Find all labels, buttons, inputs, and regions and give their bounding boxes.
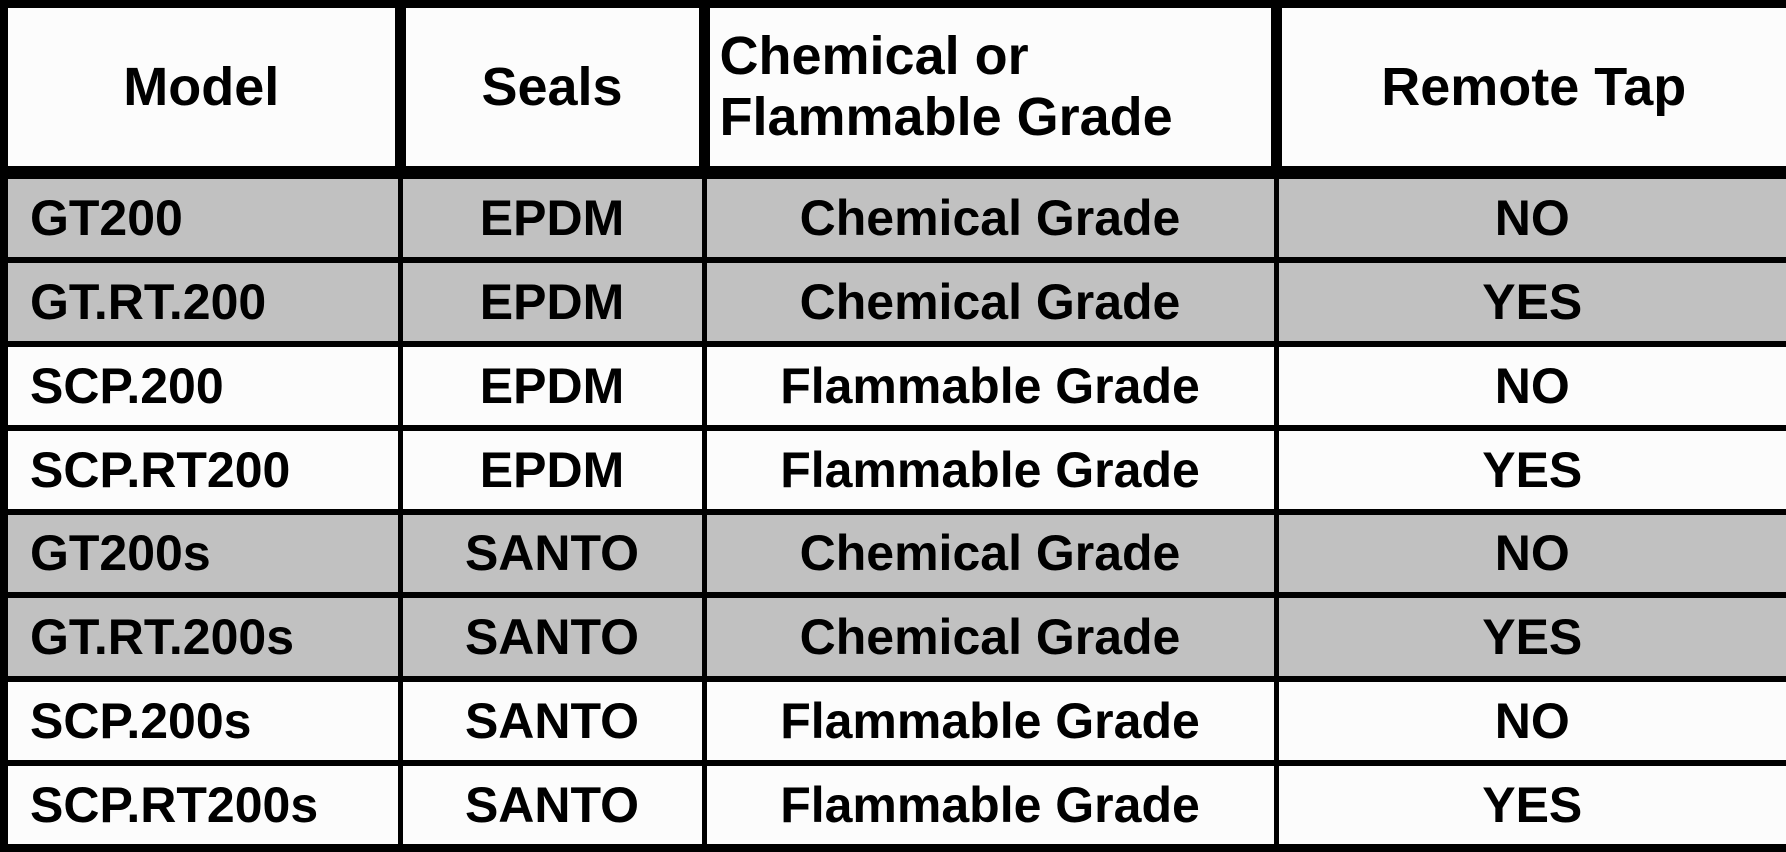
model-cell: SCP.200 <box>4 341 403 431</box>
table-row-gt-rt-200s: GT.RT.200s SANTO Chemical Grade YES <box>4 592 1786 683</box>
remote-tap-cell: NO <box>1276 676 1786 766</box>
column-header-model: Model <box>4 4 406 179</box>
table-row-scp-rt200: SCP.RT200 EPDM Flammable Grade YES <box>4 424 1786 515</box>
seals-cell: SANTO <box>400 508 707 599</box>
remote-tap-cell: YES <box>1276 759 1786 852</box>
table-row-gt200: GT200 EPDM Chemical Grade NO <box>4 168 1786 264</box>
seals-cell: SANTO <box>400 592 707 683</box>
column-header-remote-tap: Remote Tap <box>1276 4 1786 179</box>
model-cell: GT200s <box>4 508 403 599</box>
grade-cell: Chemical Grade <box>704 508 1279 599</box>
model-cell: GT.RT.200 <box>4 257 403 348</box>
grade-cell: Flammable Grade <box>704 759 1279 852</box>
grade-cell: Flammable Grade <box>704 424 1279 515</box>
remote-tap-cell: YES <box>1276 424 1786 515</box>
model-cell: SCP.RT200 <box>4 424 403 515</box>
column-header-grade: Chemical or Flammable Grade <box>704 4 1282 179</box>
column-header-seals: Seals <box>400 4 710 179</box>
header-row: Model Seals Chemical or Flammable Grade … <box>4 4 1786 179</box>
table-row-gt200s: GT200s SANTO Chemical Grade NO <box>4 508 1786 599</box>
model-cell: GT.RT.200s <box>4 592 403 683</box>
table-row-scp-200s: SCP.200s SANTO Flammable Grade NO <box>4 676 1786 766</box>
grade-cell: Chemical Grade <box>704 257 1279 348</box>
grade-cell: Chemical Grade <box>704 168 1279 264</box>
model-cell: SCP.RT200s <box>4 759 403 852</box>
model-cell: SCP.200s <box>4 676 403 766</box>
remote-tap-cell: NO <box>1276 508 1786 599</box>
seals-cell: EPDM <box>400 341 707 431</box>
remote-tap-cell: NO <box>1276 168 1786 264</box>
remote-tap-cell: NO <box>1276 341 1786 431</box>
seals-cell: SANTO <box>400 676 707 766</box>
table-row-scp-200: SCP.200 EPDM Flammable Grade NO <box>4 341 1786 431</box>
grade-cell: Flammable Grade <box>704 676 1279 766</box>
table-row-scp-rt200s: SCP.RT200s SANTO Flammable Grade YES <box>4 759 1786 852</box>
model-cell: GT200 <box>4 168 403 264</box>
seals-cell: EPDM <box>400 168 707 264</box>
grade-cell: Chemical Grade <box>704 592 1279 683</box>
remote-tap-cell: YES <box>1276 592 1786 683</box>
remote-tap-cell: YES <box>1276 257 1786 348</box>
grade-cell: Flammable Grade <box>704 341 1279 431</box>
table-row-gt-rt-200: GT.RT.200 EPDM Chemical Grade YES <box>4 257 1786 348</box>
seals-cell: SANTO <box>400 759 707 852</box>
seals-cell: EPDM <box>400 424 707 515</box>
seals-cell: EPDM <box>400 257 707 348</box>
